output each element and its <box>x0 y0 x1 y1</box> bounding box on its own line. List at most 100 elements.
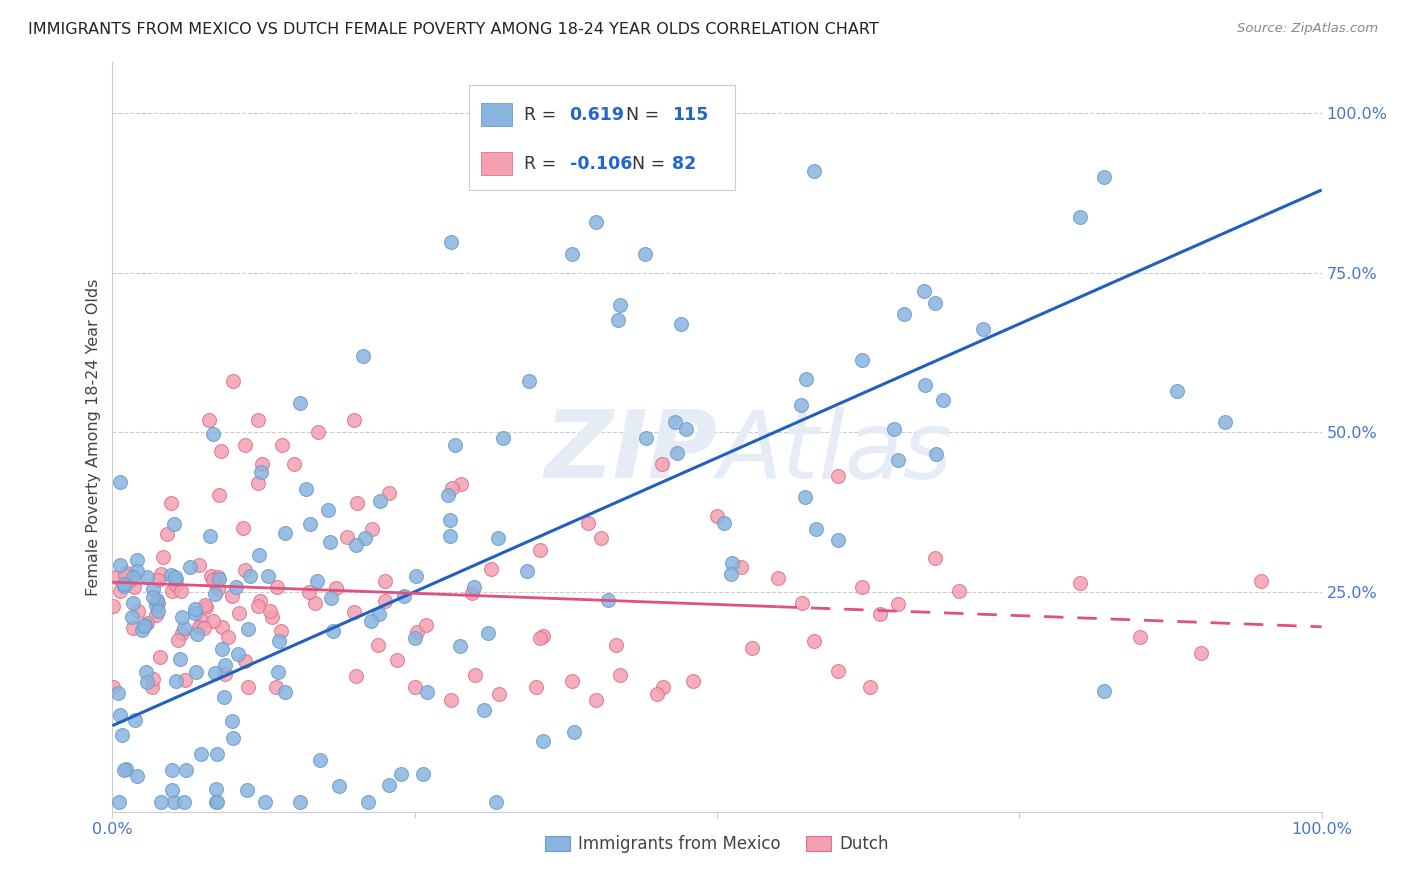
Point <box>122 570 145 584</box>
Point <box>112 579 135 593</box>
Point <box>869 607 891 621</box>
Point <box>198 412 221 426</box>
Point <box>269 634 291 648</box>
Point <box>374 574 396 588</box>
Point <box>156 526 179 541</box>
Point <box>214 657 236 672</box>
Point <box>124 714 146 728</box>
Point <box>316 503 339 517</box>
Point <box>377 778 399 792</box>
Point <box>449 639 471 653</box>
Point <box>605 638 627 652</box>
Point <box>1069 211 1091 225</box>
Point <box>443 438 465 452</box>
Point <box>179 560 201 574</box>
Point <box>172 625 194 640</box>
Point <box>790 596 813 610</box>
Point <box>576 516 599 531</box>
Point <box>136 616 159 631</box>
Point <box>101 681 124 695</box>
Text: 0.619: 0.619 <box>569 106 624 124</box>
Point <box>274 525 297 540</box>
Point <box>110 584 132 599</box>
Point <box>222 374 245 388</box>
Point <box>931 393 953 408</box>
Point <box>464 667 486 681</box>
Bar <box>481 103 512 126</box>
Point <box>145 607 167 622</box>
Point <box>165 578 187 592</box>
Point <box>127 604 149 618</box>
Point <box>262 609 284 624</box>
Point <box>160 783 183 797</box>
Point <box>488 687 510 701</box>
Point <box>114 568 136 582</box>
Point <box>887 597 910 611</box>
Point <box>193 621 215 635</box>
Point <box>299 516 322 531</box>
Point <box>713 516 735 530</box>
Point <box>111 728 134 742</box>
Point <box>741 640 763 655</box>
Point <box>368 494 391 508</box>
Point <box>226 648 249 662</box>
Point <box>531 734 554 748</box>
Point <box>924 551 946 566</box>
Point <box>859 681 882 695</box>
Point <box>883 422 905 436</box>
Point <box>207 795 229 809</box>
Point <box>562 724 585 739</box>
Point <box>827 533 849 547</box>
Point <box>804 522 827 536</box>
Point <box>204 665 226 680</box>
Point <box>141 681 163 695</box>
Point <box>112 576 135 591</box>
Point <box>165 673 187 688</box>
Text: Atlas: Atlas <box>717 407 952 498</box>
Point <box>134 619 156 633</box>
Point <box>228 606 250 620</box>
Point <box>887 453 910 467</box>
Point <box>405 569 427 583</box>
Point <box>236 782 259 797</box>
Point <box>218 630 240 644</box>
Point <box>247 599 270 613</box>
Point <box>225 580 247 594</box>
Point <box>186 627 208 641</box>
Point <box>108 795 131 809</box>
Point <box>827 469 849 483</box>
Point <box>198 529 221 543</box>
Point <box>664 415 686 429</box>
Point <box>235 438 257 452</box>
Text: R =: R = <box>523 106 561 124</box>
Point <box>283 457 305 471</box>
Point <box>488 532 510 546</box>
Point <box>924 296 946 310</box>
Point <box>352 349 374 363</box>
Point <box>385 652 408 666</box>
Point <box>634 431 657 445</box>
Point <box>208 488 231 502</box>
Point <box>374 594 396 608</box>
Point <box>209 444 232 458</box>
Point <box>125 769 148 783</box>
Point <box>172 610 194 624</box>
Point <box>367 638 389 652</box>
Point <box>257 569 280 583</box>
Point <box>721 556 744 570</box>
FancyBboxPatch shape <box>470 85 735 190</box>
Point <box>437 488 460 502</box>
Point <box>221 714 243 728</box>
Point <box>173 795 195 809</box>
Point <box>439 513 461 527</box>
Point <box>150 795 173 809</box>
Point <box>803 634 825 648</box>
Point <box>325 582 347 596</box>
Point <box>651 457 673 471</box>
Point <box>246 412 269 426</box>
Point <box>115 762 138 776</box>
Point <box>972 322 994 336</box>
Point <box>204 587 226 601</box>
Point <box>651 681 673 695</box>
Point <box>529 542 551 557</box>
